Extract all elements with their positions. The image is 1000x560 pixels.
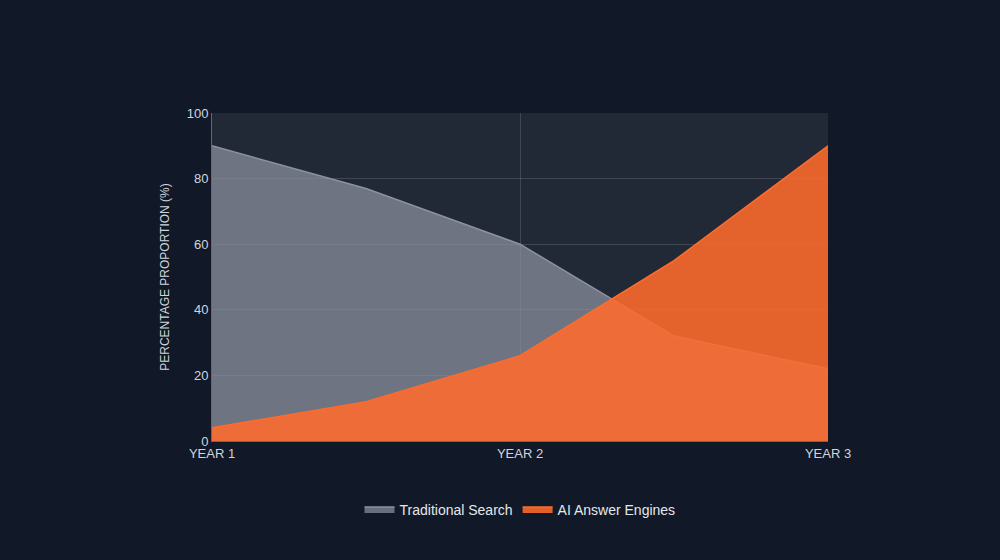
svg-text:Traditional Search: Traditional Search <box>400 502 513 518</box>
svg-text:YEAR 3: YEAR 3 <box>805 446 851 461</box>
svg-text:80: 80 <box>194 171 208 186</box>
svg-text:20: 20 <box>194 368 208 383</box>
svg-text:60: 60 <box>194 237 208 252</box>
svg-text:YEAR 2: YEAR 2 <box>497 446 543 461</box>
svg-text:40: 40 <box>194 302 208 317</box>
svg-text:YEAR 1: YEAR 1 <box>189 446 235 461</box>
svg-text:0: 0 <box>201 434 208 449</box>
svg-text:100: 100 <box>187 106 209 121</box>
svg-text:PERCENTAGE PROPORTION (%): PERCENTAGE PROPORTION (%) <box>158 183 172 371</box>
svg-text:AI Answer Engines: AI Answer Engines <box>558 502 676 518</box>
